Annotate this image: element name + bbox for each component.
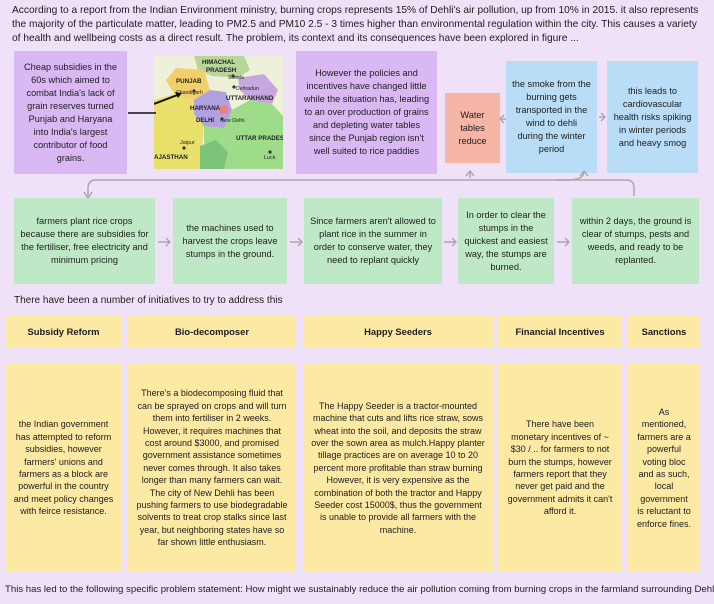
initiative-text-financial-incentives: There have been monetary incentives of ~…	[507, 419, 613, 517]
card-machines-text: the machines used to harvest the crops l…	[182, 222, 278, 259]
arrow-machines-replant	[290, 237, 303, 247]
map-label-haryana: HARYANA	[190, 105, 221, 112]
card-smoke: the smoke from the burning gets transpor…	[506, 61, 597, 173]
initiative-header-sanctions: Sanctions	[628, 315, 700, 348]
map-label-new-delhi: New Delhi	[220, 118, 245, 124]
arrow-loop	[87, 179, 635, 196]
arrow-replant-burn	[444, 237, 457, 247]
initiatives-label: There have been a number of initiatives …	[14, 295, 283, 306]
arrow-plant-machines	[158, 237, 171, 247]
card-health: this leads to cardiovascular health risk…	[607, 61, 698, 173]
card-plant-rice: farmers plant rice crops because there a…	[14, 198, 155, 284]
card-water-tables: Water tables reduce	[445, 93, 500, 163]
map-label-jaipur: Jaipur	[180, 140, 195, 146]
india-map-image: HIMACHAL PRADESH Shimla PUNJAB Chandigar…	[154, 56, 283, 169]
initiative-header-subsidy-reform: Subsidy Reform	[5, 315, 122, 348]
map-label-himachal: HIMACHAL	[202, 59, 235, 66]
map-label-delhi: DELHI	[196, 118, 214, 124]
map-label-shimla: Shimla	[228, 75, 244, 81]
card-burn-text: In order to clear the stumps in the quic…	[464, 209, 548, 272]
initiative-text-happy-seeders: The Happy Seeder is a tractor-mounted ma…	[311, 400, 485, 535]
map-label-punjab: PUNJAB	[176, 78, 202, 85]
card-policies-text: However the policies and incentives have…	[303, 68, 430, 156]
map-label-lucknow: Luck	[264, 155, 276, 161]
map-label-rajasthan: AJASTHAN	[154, 154, 188, 161]
card-subsidies-text: Cheap subsidies in the 60s which aimed t…	[24, 61, 117, 163]
card-subsidies: Cheap subsidies in the 60s which aimed t…	[14, 51, 127, 174]
map-label-pradesh: PRADESH	[206, 67, 237, 74]
card-replant-text: Since farmers aren't allowed to plant ri…	[310, 216, 436, 265]
map-label-chandigarh: Chandigarh	[176, 90, 203, 96]
initiative-text-bio-decomposer: There's a biodecomposing fluid that can …	[136, 388, 288, 548]
map-label-uttar-prades: UTTAR PRADES	[236, 135, 283, 142]
intro-paragraph: According to a report from the Indian En…	[12, 5, 699, 44]
india-map-graphic: HIMACHAL PRADESH Shimla PUNJAB Chandigar…	[154, 56, 283, 169]
card-clear-text: within 2 days, the ground is clear of st…	[579, 216, 692, 265]
initiative-title-bio-decomposer: Bio-decomposer	[175, 326, 249, 337]
card-water-tables-text: Water tables reduce	[458, 109, 487, 146]
arrow-smoke-health	[599, 112, 606, 122]
card-smoke-text: the smoke from the burning gets transpor…	[512, 79, 591, 154]
card-policies: However the policies and incentives have…	[296, 51, 437, 174]
card-burn: In order to clear the stumps in the quic…	[458, 198, 554, 284]
card-plant-rice-text: farmers plant rice crops because there a…	[20, 216, 149, 265]
arrow-to-water	[465, 169, 475, 178]
map-label-uttarakhand: UTTARAKHAND	[226, 95, 274, 102]
initiative-header-bio-decomposer: Bio-decomposer	[128, 315, 296, 348]
initiative-header-financial-incentives: Financial Incentives	[498, 315, 622, 348]
initiative-text-sanctions: As mentioned, farmers are a powerful vot…	[636, 406, 692, 529]
initiative-body-subsidy-reform: the Indian government has attempted to r…	[5, 364, 122, 572]
card-clear: within 2 days, the ground is clear of st…	[572, 198, 699, 284]
arrow-water-smoke	[499, 114, 506, 124]
initiative-text-subsidy-reform: the Indian government has attempted to r…	[13, 419, 114, 517]
initiative-title-happy-seeders: Happy Seeders	[364, 326, 432, 337]
problem-statement: This has led to the following specific p…	[5, 584, 714, 595]
initiative-body-financial-incentives: There have been monetary incentives of ~…	[498, 364, 622, 572]
card-machines: the machines used to harvest the crops l…	[173, 198, 287, 284]
card-replant: Since farmers aren't allowed to plant ri…	[304, 198, 442, 284]
arrow-burn-clear	[557, 237, 570, 247]
initiative-body-sanctions: As mentioned, farmers are a powerful vot…	[628, 364, 700, 572]
card-health-text: this leads to cardiovascular health risk…	[613, 85, 692, 148]
initiative-body-happy-seeders: The Happy Seeder is a tractor-mounted ma…	[303, 364, 493, 572]
initiative-body-bio-decomposer: There's a biodecomposing fluid that can …	[128, 364, 296, 572]
initiative-title-subsidy-reform: Subsidy Reform	[27, 326, 100, 337]
map-label-dehradun: Dehradun	[236, 86, 259, 92]
initiative-header-happy-seeders: Happy Seeders	[303, 315, 493, 348]
initiative-title-financial-incentives: Financial Incentives	[515, 326, 605, 337]
arrow-to-smoke	[555, 169, 589, 181]
initiative-title-sanctions: Sanctions	[641, 326, 687, 337]
